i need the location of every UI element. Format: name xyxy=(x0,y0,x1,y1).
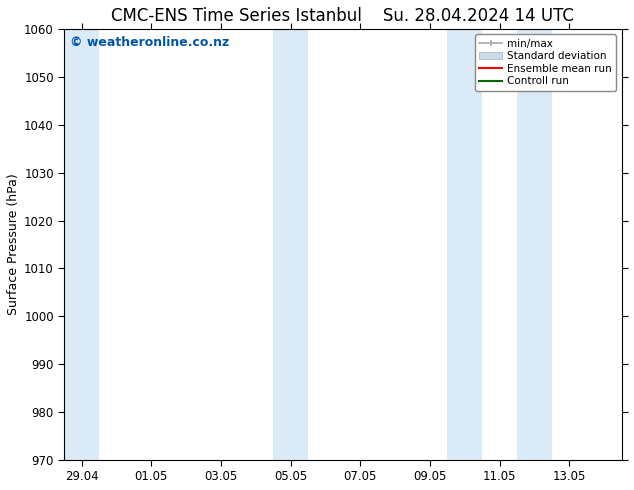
Bar xyxy=(64,29,99,460)
Legend: min/max, Standard deviation, Ensemble mean run, Controll run: min/max, Standard deviation, Ensemble me… xyxy=(475,34,616,91)
Title: CMC-ENS Time Series Istanbul    Su. 28.04.2024 14 UTC: CMC-ENS Time Series Istanbul Su. 28.04.2… xyxy=(112,7,574,25)
Bar xyxy=(517,29,552,460)
Y-axis label: Surface Pressure (hPa): Surface Pressure (hPa) xyxy=(7,173,20,316)
Text: © weatheronline.co.nz: © weatheronline.co.nz xyxy=(70,36,229,49)
Bar xyxy=(273,29,308,460)
Bar xyxy=(448,29,482,460)
